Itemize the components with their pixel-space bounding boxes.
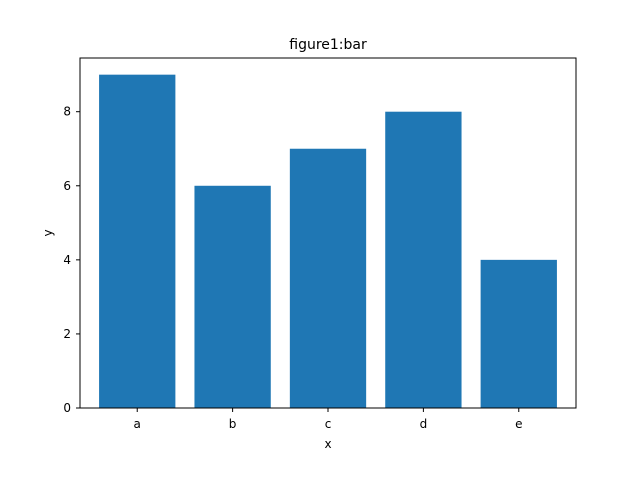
y-tick-label-2: 2: [63, 327, 71, 341]
bar-b: [194, 185, 271, 408]
bar-a: [99, 74, 176, 409]
y-axis-label: y: [41, 229, 55, 236]
x-tick-label-b: b: [229, 417, 237, 431]
x-tick-label-d: d: [420, 417, 428, 431]
x-ticks-group: a b c d e: [134, 408, 522, 431]
bars-group: [99, 74, 557, 409]
x-tick-label-c: c: [325, 417, 332, 431]
bar-d: [385, 111, 462, 408]
bar-e: [480, 259, 557, 408]
y-ticks-group: 0 2 4 6 8: [63, 105, 80, 415]
plot-frame: [79, 57, 577, 409]
y-tick-label-4: 4: [63, 253, 71, 267]
x-axis-label: x: [324, 437, 331, 451]
bar-c: [289, 148, 367, 409]
y-tick-label-6: 6: [63, 179, 71, 193]
y-tick-label-0: 0: [63, 401, 71, 415]
x-tick-label-e: e: [515, 417, 522, 431]
x-tick-label-a: a: [134, 417, 141, 431]
chart-title: figure1:bar: [289, 37, 367, 53]
y-tick-label-8: 8: [63, 105, 71, 119]
